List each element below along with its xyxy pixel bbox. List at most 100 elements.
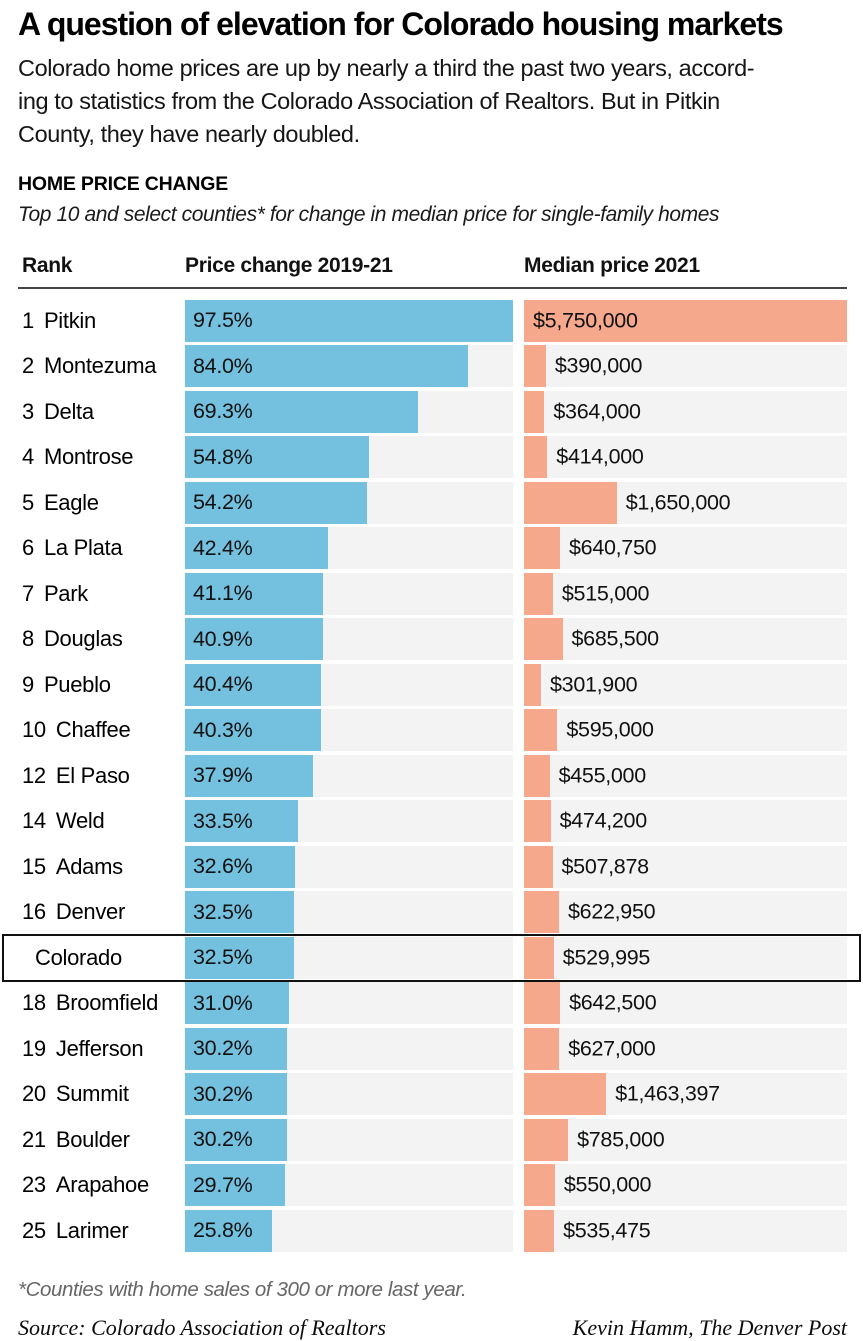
pct-value: 25.8% bbox=[193, 1218, 253, 1243]
pct-bar: 37.9% bbox=[185, 754, 313, 797]
footnote: *Counties with home sales of 300 or more… bbox=[18, 1277, 467, 1301]
price-value: $1,650,000 bbox=[625, 490, 731, 515]
price-bar bbox=[524, 936, 554, 979]
pct-bar-track: 32.5% bbox=[185, 936, 513, 979]
price-bar bbox=[524, 663, 541, 706]
price-bar-track: $595,000 bbox=[524, 709, 847, 752]
table-row: 7 Park 41.1% $515,000 bbox=[18, 571, 847, 617]
price-bar-track: $301,900 bbox=[524, 663, 847, 706]
price-value: $535,475 bbox=[563, 1218, 651, 1243]
price-value: $414,000 bbox=[556, 444, 644, 469]
price-bar bbox=[524, 845, 553, 888]
price-bar-track: $550,000 bbox=[524, 1164, 847, 1207]
table-row: 10 Chaffee 40.3% $595,000 bbox=[18, 708, 847, 754]
price-bar bbox=[524, 527, 560, 570]
pct-bar: 84.0% bbox=[185, 345, 468, 388]
price-bar bbox=[524, 1164, 555, 1207]
table-row: 15 Adams 32.6% $507,878 bbox=[18, 844, 847, 890]
pct-value: 30.2% bbox=[193, 1081, 253, 1106]
price-value: $455,000 bbox=[558, 763, 647, 788]
price-value: $627,000 bbox=[568, 1036, 656, 1061]
pct-bar: 42.4% bbox=[185, 527, 328, 570]
row-label: 20 Summit bbox=[18, 1073, 185, 1115]
table-row: 21 Boulder 30.2% $785,000 bbox=[18, 1117, 847, 1163]
pct-bar: 40.3% bbox=[185, 709, 321, 752]
row-rank: 12 bbox=[22, 762, 46, 788]
table-row: 12 El Paso 37.9% $455,000 bbox=[18, 753, 847, 799]
row-rank: 8 bbox=[22, 626, 34, 652]
row-county: Boulder bbox=[55, 1126, 130, 1152]
row-label: 15 Adams bbox=[18, 846, 185, 888]
row-rank: 14 bbox=[22, 808, 46, 834]
column-headers: Rank Price change 2019-21 Median price 2… bbox=[18, 254, 847, 289]
pct-value: 84.0% bbox=[193, 353, 253, 378]
price-bar bbox=[524, 891, 559, 934]
pct-bar-track: 30.2% bbox=[185, 1027, 513, 1070]
pct-value: 40.4% bbox=[193, 672, 253, 697]
pct-bar: 32.5% bbox=[185, 936, 295, 979]
price-bar-track: $507,878 bbox=[524, 845, 847, 888]
pct-bar: 41.1% bbox=[185, 572, 324, 615]
intro-paragraph: Colorado home prices are up by nearly a … bbox=[18, 52, 847, 151]
row-rank: 25 bbox=[22, 1217, 46, 1243]
row-county: Chaffee bbox=[55, 717, 131, 743]
pct-value: 29.7% bbox=[193, 1172, 253, 1197]
pct-bar-track: 40.9% bbox=[185, 618, 513, 661]
price-bar-track: $529,995 bbox=[524, 936, 847, 979]
pct-bar: 54.8% bbox=[185, 436, 370, 479]
pct-value: 32.6% bbox=[193, 854, 253, 879]
price-value: $507,878 bbox=[561, 854, 650, 879]
row-county: Denver bbox=[55, 899, 125, 925]
pct-bar-track: 41.1% bbox=[185, 572, 513, 615]
pct-bar-track: 42.4% bbox=[185, 527, 513, 570]
pct-bar: 30.2% bbox=[185, 1073, 287, 1116]
pct-value: 69.3% bbox=[193, 399, 253, 424]
price-value: $301,900 bbox=[550, 672, 638, 697]
row-rank: 6 bbox=[22, 535, 34, 561]
row-county: Douglas bbox=[43, 626, 123, 652]
row-label: 6 La Plata bbox=[18, 527, 185, 569]
price-value: $474,200 bbox=[559, 808, 648, 833]
column-header-median-price: Median price 2021 bbox=[524, 254, 700, 277]
table-row: 20 Summit 30.2% $1,463,397 bbox=[18, 1072, 847, 1118]
price-bar bbox=[524, 709, 558, 752]
row-label: 8 Douglas bbox=[18, 618, 185, 660]
price-value: $515,000 bbox=[561, 581, 650, 606]
table-row: 19 Jefferson 30.2% $627,000 bbox=[18, 1026, 847, 1072]
price-bar-track: $515,000 bbox=[524, 572, 847, 615]
row-rank: 9 bbox=[22, 671, 34, 697]
price-bar bbox=[524, 436, 548, 479]
table-row: 9 Pueblo 40.4% $301,900 bbox=[18, 662, 847, 708]
row-rank: 21 bbox=[22, 1126, 46, 1152]
chart-subtitle: Top 10 and select counties* for change i… bbox=[18, 203, 720, 226]
table-row: 14 Weld 33.5% $474,200 bbox=[18, 799, 847, 845]
row-rank: 19 bbox=[22, 1035, 46, 1061]
pct-bar: 29.7% bbox=[185, 1164, 285, 1207]
row-label: 7 Park bbox=[18, 573, 185, 615]
pct-value: 40.9% bbox=[193, 626, 253, 651]
row-rank: 1 bbox=[22, 307, 34, 333]
price-bar-track: $535,475 bbox=[524, 1209, 847, 1252]
pct-bar-track: 32.6% bbox=[185, 845, 513, 888]
row-county: Broomfield bbox=[55, 990, 159, 1016]
pct-bar: 30.2% bbox=[185, 1027, 287, 1070]
row-label: 5 Eagle bbox=[18, 482, 185, 524]
price-bar-track: $622,950 bbox=[524, 891, 847, 934]
row-label: 14 Weld bbox=[18, 800, 185, 842]
pct-bar: 33.5% bbox=[185, 800, 298, 843]
table-row: 5 Eagle 54.2% $1,650,000 bbox=[18, 480, 847, 526]
row-rank: 16 bbox=[22, 899, 46, 925]
row-county: Larimer bbox=[55, 1217, 129, 1243]
table-row: 18 Broomfield 31.0% $642,500 bbox=[18, 981, 847, 1027]
row-label: 10 Chaffee bbox=[18, 709, 185, 751]
table-row: 8 Douglas 40.9% $685,500 bbox=[18, 617, 847, 663]
column-header-rank: Rank bbox=[22, 254, 73, 277]
pct-bar: 69.3% bbox=[185, 390, 419, 433]
row-county: Delta bbox=[43, 398, 94, 424]
row-county: Colorado bbox=[35, 944, 122, 970]
column-header-price-change: Price change 2019-21 bbox=[185, 254, 393, 277]
row-rank: 4 bbox=[22, 444, 34, 470]
price-value: $550,000 bbox=[563, 1172, 652, 1197]
row-label: 23 Arapahoe bbox=[18, 1164, 185, 1206]
